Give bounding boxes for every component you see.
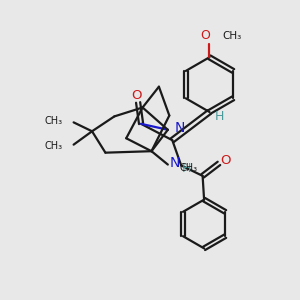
Text: CH₃: CH₃ [44, 116, 62, 126]
Text: O: O [131, 88, 142, 101]
Text: CH₃: CH₃ [44, 141, 62, 151]
Text: CH₃: CH₃ [222, 31, 241, 41]
Text: O: O [220, 154, 231, 167]
Text: N: N [169, 156, 180, 170]
Text: N: N [174, 121, 185, 135]
Text: O: O [201, 29, 211, 42]
Text: CH₃: CH₃ [179, 163, 197, 172]
Text: H: H [182, 162, 191, 175]
Text: H: H [214, 110, 224, 123]
